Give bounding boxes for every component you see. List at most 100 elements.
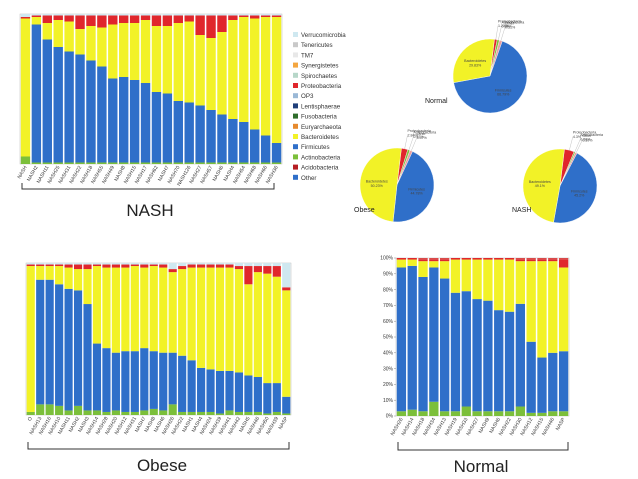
bar-segment-bacteroidetes [217,32,227,115]
bar-segment-proteobacteria [178,266,187,270]
bar-segment-verrucomicrobia [228,14,238,16]
bar-segment-proteobacteria [31,15,42,17]
bar-segment-actinobacteria [187,411,196,415]
legend-label-tenericutes: Tenericutes [301,42,333,49]
bar-segment-actinobacteria [234,411,244,415]
bar-segment-bacteroidetes [558,267,569,352]
bar-segment-actinobacteria [472,411,482,416]
bar-segment-firmicutes [253,377,262,412]
bar-segment-proteobacteria [73,264,83,270]
bar-segment-actinobacteria [537,412,547,416]
bar-segment-actinobacteria [121,411,130,415]
pie-slice-bacteroidetes [359,147,402,223]
obese-pie-label: Obese [354,207,375,214]
bar-segment-verrucomicrobia [168,263,177,270]
bar-segment-firmicutes [149,351,158,409]
bar-segment-actinobacteria [42,162,52,164]
bar-segment-verrucomicrobia [42,14,52,16]
bar-segment-bacteroidetes [272,276,281,384]
bar-segment-proteobacteria [187,264,196,268]
bar-segment-bacteroidetes [75,29,85,55]
normal-bracket [397,442,569,451]
pie-slice-label: 0.98% [501,25,512,29]
legend-swatch-lentisphaerae [293,103,298,109]
bar-segment-verrucomicrobia [206,14,216,16]
bar-segment-proteobacteria [108,15,118,25]
bar-segment-actinobacteria [86,162,96,164]
bar-segment-verrucomicrobia [140,14,151,16]
bar-segment-bacteroidetes [64,267,73,289]
bar-segment-bacteroidetes [31,17,42,25]
pie-slice-label: Actinobacteria [501,20,524,24]
bar-segment-bacteroidetes [239,17,249,122]
bar-segment-actinobacteria [429,401,439,416]
pie-slice-label: 0.51% [505,25,516,29]
bar-segment-verrucomicrobia [55,263,64,265]
bar-segment-firmicutes [461,291,471,407]
bar-segment-proteobacteria [504,258,515,260]
bar-segment-firmicutes [151,92,162,163]
bar-segment-firmicutes [168,352,177,405]
bar-segment-proteobacteria [494,258,504,260]
bar-segment-verrucomicrobia [102,263,111,265]
bar-segment-verrucomicrobia [272,263,281,267]
legend-label-synergistetes: Synergistetes [301,63,339,70]
bar-segment-verrucomicrobia [159,263,168,265]
bar-segment-verrucomicrobia [253,263,262,267]
pie-slice-label: 0.30% [582,138,593,142]
legend-swatch-other [293,174,298,180]
pie-slice-label: Firmicutes [408,187,425,191]
bar-segment-proteobacteria [407,258,417,260]
bar-segment-proteobacteria [225,264,234,268]
bar-segment-verrucomicrobia [225,263,234,265]
bar-segment-verrucomicrobia [206,263,215,265]
bar-segment-actinobacteria [407,409,417,416]
y-tick-label: 10% [383,398,394,404]
bar-segment-proteobacteria [45,264,54,267]
legend-label-euryarchaeota: Euryarchaeota [301,124,342,131]
bar-segment-actinobacteria [250,162,260,164]
bar-segment-bacteroidetes [450,259,461,293]
bar-segment-firmicutes [537,357,547,413]
legend-label-verrucomicrobia: Verrucomicrobia [301,32,346,39]
y-tick-label: 70% [383,303,394,309]
bar-segment-actinobacteria [64,162,74,164]
bar-segment-actinobacteria [558,411,569,416]
bar-segment-other [558,258,569,260]
bar-segment-bacteroidetes [271,17,282,143]
obese-bracket [27,442,290,450]
bar-segment-verrucomicrobia [92,263,102,265]
bar-segment-verrucomicrobia [108,14,118,16]
bar-segment-proteobacteria [64,15,74,22]
bar-segment-actinobacteria [119,162,129,164]
bar-segment-actinobacteria [149,408,158,415]
bar-segment-firmicutes [206,110,216,163]
bar-segment-proteobacteria [129,15,140,23]
pie-slice-label: 0.97% [413,135,424,139]
bar-segment-bacteroidetes [121,267,130,352]
bar-segment-verrucomicrobia [234,263,244,267]
bar-segment-bacteroidetes [282,290,291,397]
bar-segment-verrucomicrobia [173,14,183,16]
obese-pie-chart: Proteobacteria2.84%Actinobacteria0.97%Ot… [359,129,436,223]
pie-slice-label: 44.78% [411,192,424,196]
bar-segment-proteobacteria [151,15,162,26]
bar-segment-actinobacteria [159,410,168,415]
bar-segment-actinobacteria [239,162,249,164]
bar-segment-proteobacteria [197,264,206,268]
bar-segment-bacteroidetes [119,23,129,77]
bar-segment-bacteroidetes [440,261,450,279]
bar-segment-bacteroidetes [187,267,196,361]
bar-segment-bacteroidetes [168,272,177,353]
pie-slice-label: 49.1% [535,184,546,188]
bar-segment-firmicutes [244,375,253,412]
bar-segment-firmicutes [187,360,196,412]
bar-segment-other [418,258,428,260]
bar-segment-verrucomicrobia [195,14,205,16]
bar-segment-bacteroidetes [526,261,536,342]
bar-segment-firmicutes [121,351,130,412]
pie-slice-firmicutes [553,152,598,224]
bar-segment-firmicutes [64,288,73,411]
bar-segment-bacteroidetes [184,21,194,103]
bar-segment-bacteroidetes [55,266,64,285]
